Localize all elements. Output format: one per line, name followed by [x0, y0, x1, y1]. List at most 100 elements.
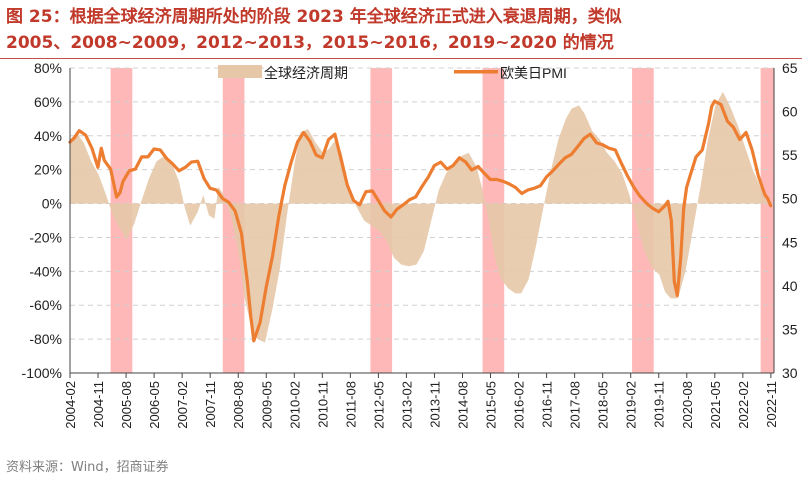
global-cycle-point [664, 291, 665, 292]
global-cycle-point [83, 142, 84, 143]
global-cycle-point [223, 194, 224, 195]
global-cycle-area [69, 91, 772, 343]
global-cycle-point [190, 225, 191, 226]
x-tick-label: 2005-08 [119, 381, 134, 429]
x-tick-label: 2020-08 [680, 381, 695, 429]
y-right-tick-label: 65 [782, 60, 798, 76]
global-cycle-point [692, 228, 693, 229]
global-cycle-point [184, 206, 185, 207]
global-cycle-point [214, 218, 215, 219]
pmi-point [564, 157, 566, 159]
pmi-point [558, 163, 560, 165]
x-tick-label: 2012-05 [371, 381, 386, 429]
pmi-point [428, 176, 430, 178]
x-tick-label: 2006-05 [147, 381, 162, 429]
pmi-point [315, 154, 317, 156]
pmi-point [664, 205, 666, 207]
global-cycle-point [515, 293, 516, 294]
pmi-point [166, 158, 168, 160]
pmi-point [639, 195, 641, 197]
global-cycle-point [520, 293, 521, 294]
pmi-point [91, 147, 93, 149]
global-cycle-point [651, 267, 652, 268]
global-cycle-point [315, 142, 316, 143]
pmi-point [191, 161, 193, 163]
global-cycle-point [294, 161, 295, 162]
global-cycle-point [468, 152, 469, 153]
global-cycle-point [685, 271, 686, 272]
x-tick-label: 2010-02 [287, 381, 302, 429]
pmi-point [614, 149, 616, 151]
pmi-point [116, 196, 118, 198]
pmi-point [384, 210, 386, 212]
pmi-point [272, 255, 274, 257]
pmi-point [689, 175, 691, 177]
pmi-point [602, 144, 604, 146]
pmi-point [415, 196, 417, 198]
pmi-point [739, 139, 741, 141]
pmi-point [767, 198, 769, 200]
pmi-point [515, 187, 517, 189]
global-cycle-point [238, 254, 239, 255]
x-tick-label: 2008-08 [231, 381, 246, 429]
pmi-point [403, 204, 405, 206]
pmi-point [770, 205, 772, 207]
pmi-point [110, 168, 112, 170]
global-cycle-point [178, 181, 179, 182]
pmi-point [490, 179, 492, 181]
y-left-tick-label: 20% [34, 162, 62, 178]
global-cycle-point [599, 139, 600, 140]
global-cycle-point [578, 105, 579, 106]
x-tick-label: 2007-02 [175, 381, 190, 429]
global-cycle-point [287, 211, 288, 212]
x-tick-label: 2019-11 [652, 381, 667, 428]
legend-label-pmi: 欧美日PMI [500, 65, 567, 81]
pmi-point [172, 163, 174, 165]
pmi-point [633, 187, 635, 189]
global-cycle-point [371, 225, 372, 226]
pmi-point [720, 104, 722, 106]
x-tick-label: 2013-11 [427, 381, 442, 428]
pmi-point [346, 184, 348, 186]
x-tick-label: 2022-02 [736, 381, 751, 429]
global-cycle-point [752, 169, 753, 170]
pmi-point [764, 194, 766, 196]
pmi-point [459, 157, 461, 159]
global-cycle-point [401, 264, 402, 265]
y-right-tick-label: 60 [782, 104, 798, 120]
pmi-point [627, 175, 629, 177]
recession-band-6 [760, 68, 774, 373]
x-tick-label: 2010-11 [315, 381, 330, 428]
pmi-point [122, 180, 124, 182]
pmi-point [711, 106, 713, 108]
pmi-point [674, 281, 676, 283]
x-tick-label: 2009-05 [259, 381, 274, 429]
global-cycle-point [218, 186, 219, 187]
global-cycle-point [535, 245, 536, 246]
pmi-point [250, 316, 252, 318]
pmi-point [751, 149, 753, 151]
pmi-point [577, 146, 579, 148]
x-tick-label: 2019-02 [624, 381, 639, 429]
pmi-point [359, 204, 361, 206]
pmi-point [353, 200, 355, 202]
pmi-point [377, 200, 379, 202]
y-left-tick-label: -100% [22, 365, 62, 381]
pmi-point [297, 141, 299, 143]
global-cycle-point [489, 223, 490, 224]
pmi-point [321, 157, 323, 159]
chart-title: 图 25：根据全球经济周期所处的阶段 2023 年全球经济正式进入衰退周期，类似… [6, 4, 796, 56]
pmi-point [452, 165, 454, 167]
axes: 80% 60% 40% 20% 0% -20% -40% -60% -80% -100% 65 60 5… [22, 60, 798, 429]
pmi-point [758, 175, 760, 177]
y-left-tick-label: 80% [34, 60, 62, 76]
pmi-point [708, 122, 710, 124]
global-cycle-point [730, 106, 731, 107]
global-cycle-point [113, 217, 114, 218]
pmi-point [465, 161, 467, 163]
pmi-point [477, 166, 479, 168]
gridlines [70, 67, 774, 374]
pmi-point [74, 137, 76, 139]
global-cycle-point [737, 125, 738, 126]
legend-swatch-pmi [454, 70, 498, 74]
